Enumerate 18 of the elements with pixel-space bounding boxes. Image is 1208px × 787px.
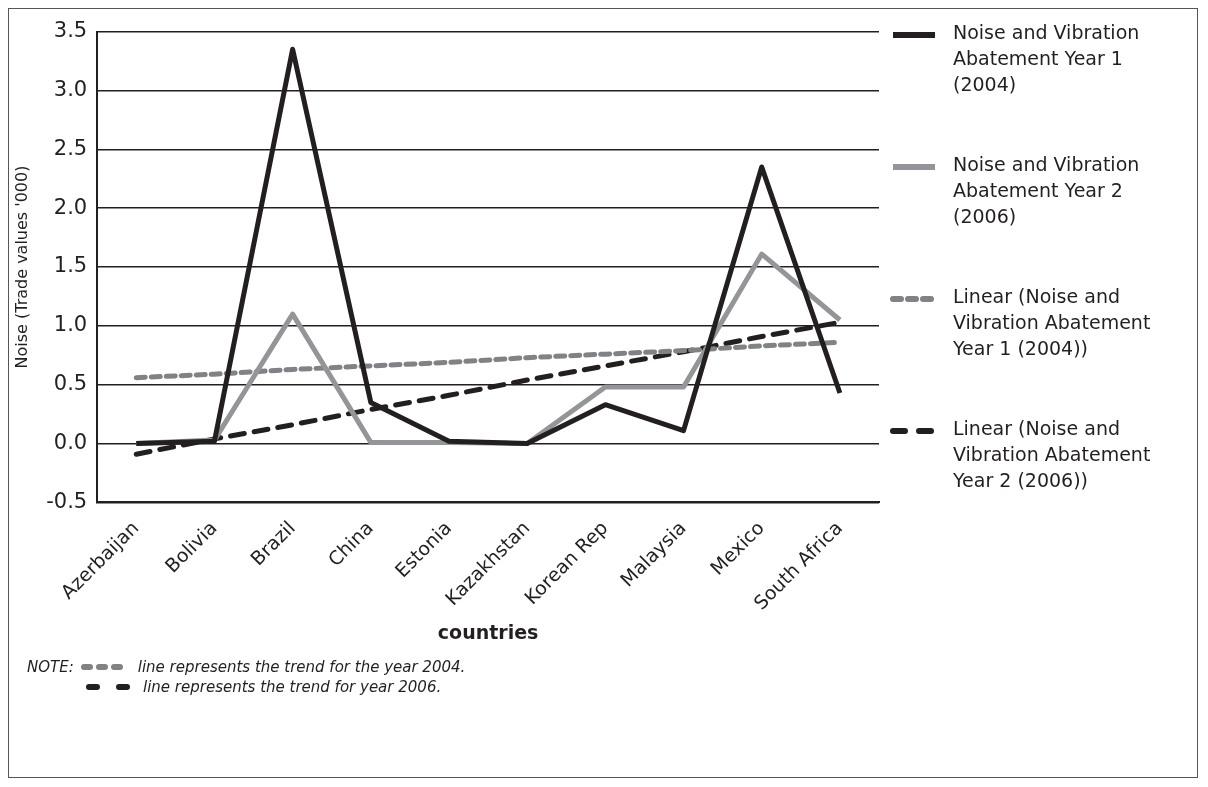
legend-label: Noise and Vibration Abatement Year 1 (2004) (953, 20, 1141, 97)
legend-label: Noise and Vibration Abatement Year 2 (2006) (953, 152, 1141, 229)
y-tick-label: 0.0 (53, 430, 88, 455)
y-tick-label: 3.5 (53, 18, 88, 43)
legend-label: Linear (Noise and Vibration Abatement Year 1 (2004)) (953, 284, 1152, 361)
y-tick-label: 0.5 (53, 371, 88, 396)
y-tick-label: 3.0 (53, 76, 88, 101)
y-tick-label: 2.5 (53, 135, 88, 160)
text: line represents the trend for the year 2004. (137, 657, 466, 677)
y-axis-title: Noise (Trade values '000) (11, 165, 31, 369)
text: NOTE: (27, 657, 74, 677)
y-tick-label: -0.5 (46, 488, 88, 513)
y-tick-label: 2.0 (53, 194, 88, 219)
text: line represents the trend for year 2006. (143, 677, 442, 697)
y-tick-label: 1.0 (53, 312, 88, 337)
y-tick-label: 1.5 (53, 253, 88, 278)
legend-label: Linear (Noise and Vibration Abatement Year 2 (2006)) (953, 416, 1152, 493)
x-axis-title: countries (437, 620, 539, 643)
